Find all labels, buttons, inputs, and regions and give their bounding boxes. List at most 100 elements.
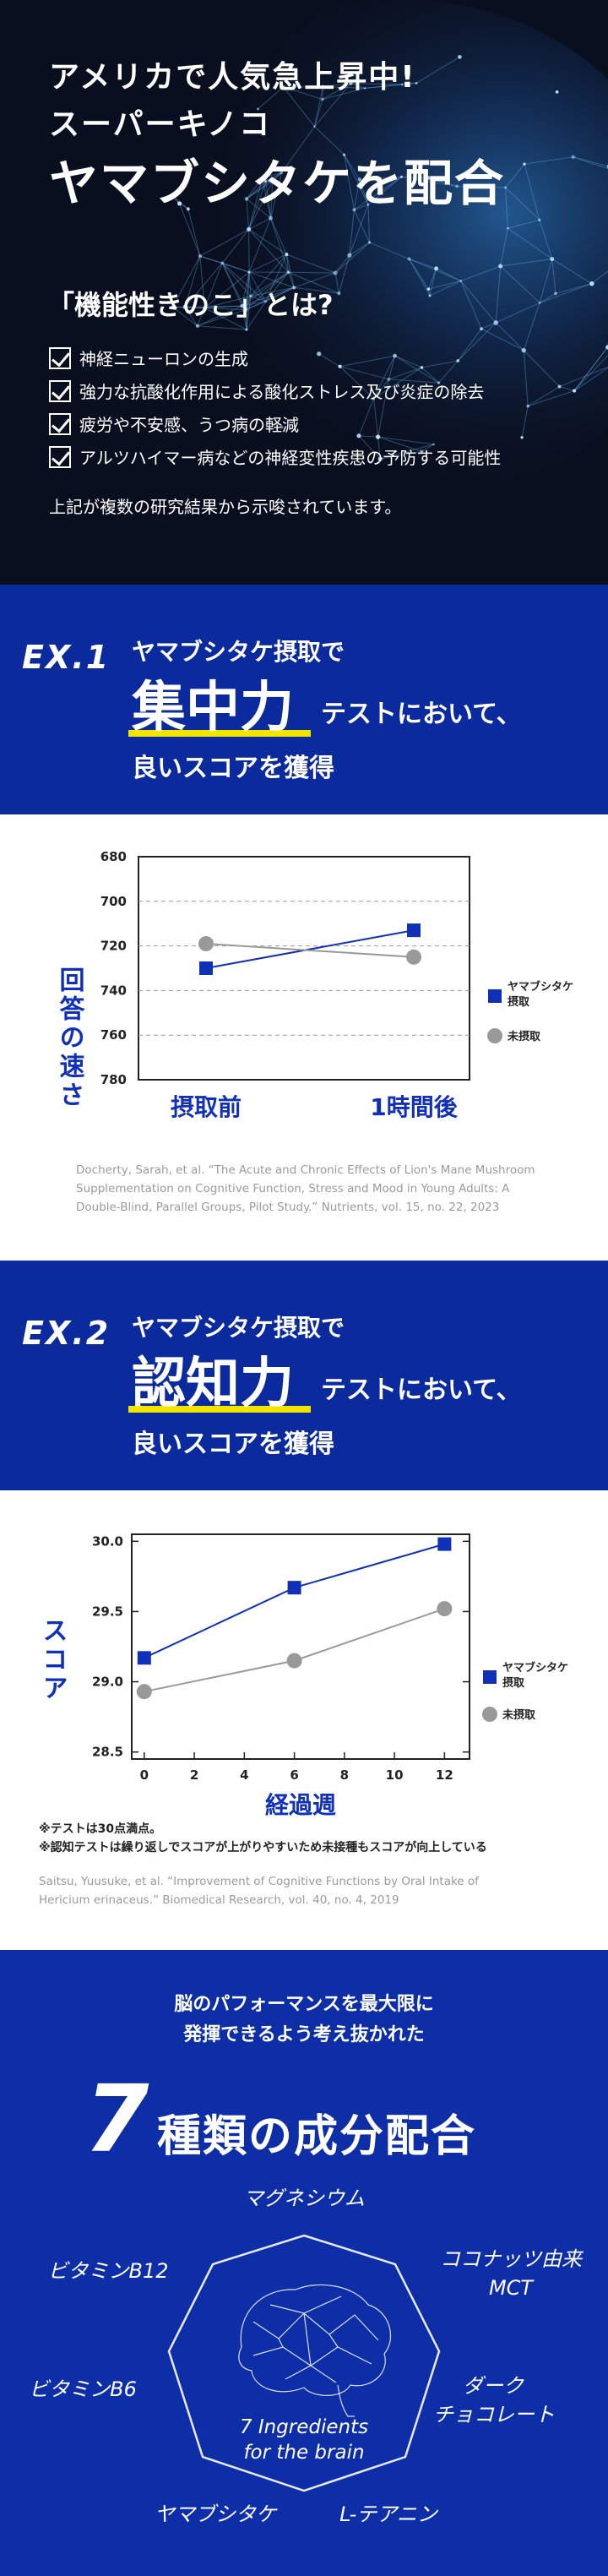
checkbox-icon [49, 413, 71, 435]
network-node [287, 270, 290, 274]
benefit-item: 疲労や不安感、うつ病の軽減 [49, 407, 501, 440]
y-tick-label: 740 [100, 983, 127, 998]
network-node [429, 295, 432, 297]
network-node [571, 155, 574, 159]
legend1-line2: 摂取 [508, 995, 530, 1009]
x-tick-label: 4 [240, 1767, 248, 1783]
series-line [206, 930, 414, 968]
data-point-circle [137, 1684, 152, 1699]
x-tick-label: 10 [386, 1767, 404, 1783]
network-node [347, 253, 351, 258]
network-node [550, 257, 554, 261]
network-node [557, 384, 561, 388]
plot-frame [132, 1534, 470, 1759]
ingredient-chocolate-line1: ダーク [434, 2372, 552, 2399]
hero-title-line3: ヤマブシタケを配合 [49, 149, 505, 218]
ingredient-coconut-line1: ココナッツ由来 [422, 2246, 600, 2273]
network-node [459, 280, 462, 282]
data-point-square [288, 1581, 301, 1594]
network-node [368, 242, 371, 244]
network-node [480, 327, 483, 330]
ingredient-yamabushitake: ヤマブシタケ [135, 2501, 296, 2528]
data-point-square [407, 923, 421, 937]
data-point-square [199, 961, 213, 975]
data-point-circle [287, 1653, 302, 1669]
note-line: ※テストは30点満点。 [39, 1820, 487, 1838]
legend-circle-marker [482, 1707, 497, 1722]
network-node [285, 253, 288, 256]
ingredient-coconut-line2: MCT [422, 2274, 600, 2301]
ingredient-magnesium: マグネシウム [228, 2185, 380, 2212]
center-line1: 7 Ingredients [203, 2415, 405, 2440]
benefit-text: 強力な抗酸化作用による酸化ストレス及び炎症の除去 [79, 379, 484, 403]
hero-section: アメリカで人気急上昇中! スーパーキノコ ヤマブシタケを配合 「機能性きのこ」と… [0, 0, 608, 585]
ex1-line1: ヤマブシタケ摂取で [132, 634, 345, 667]
chart1-ylabel: 回答の速さ [55, 967, 85, 1110]
chart2-ylabel: スコア [38, 1617, 68, 1703]
network-node [427, 287, 431, 291]
legend1-line1: ヤマブシタケ [502, 1661, 568, 1675]
ingredient-vitamin-b12: ビタミンB12 [41, 2257, 176, 2285]
benefit-item: 神経ニューロンの生成 [49, 341, 501, 374]
legend2-label: 未摂取 [502, 1708, 536, 1722]
citation-line: Double-Blind, Parallel Groups, Pilot Stu… [76, 1198, 583, 1217]
network-node [539, 302, 541, 304]
y-tick-label: 680 [100, 849, 127, 864]
chart2-citation: Saitsu, Yuusuke, et al. “Improvement of … [39, 1872, 546, 1909]
checkbox-icon [49, 380, 71, 402]
ex2-highlight: 認知力 [132, 1352, 294, 1416]
y-tick-label: 28.5 [92, 1745, 123, 1760]
ex1-band: EX.1 ヤマブシタケ摂取で 集中力 テストにおいて、 良いスコアを獲得 [0, 585, 608, 814]
ex1-highlight: 集中力 [132, 676, 294, 740]
network-node [498, 264, 502, 268]
benefit-text: 疲労や不安感、うつ病の軽減 [79, 411, 299, 436]
network-node [523, 162, 525, 165]
ex1-label: EX.1 [22, 639, 110, 676]
data-point-circle [198, 936, 214, 951]
network-node [526, 405, 529, 408]
ex1-rest: テストにおいて、 [321, 693, 522, 730]
network-node [538, 219, 540, 221]
network-node [520, 436, 523, 438]
ex2-band: EX.2 ヤマブシタケ摂取で 認知力 テストにおいて、 良いスコアを獲得 [0, 1261, 608, 1490]
ex2-line1: ヤマブシタケ摂取で [132, 1310, 345, 1343]
y-tick-label: 29.5 [92, 1604, 123, 1619]
ingredient-theanine: L-テアニン [321, 2501, 456, 2528]
citation-line: Docherty, Sarah, et al. “The Acute and C… [76, 1161, 583, 1179]
network-node [220, 261, 224, 264]
citation-line: Hericium erinaceus.” Biomedical Research… [39, 1891, 546, 1909]
network-node [507, 227, 509, 230]
x-category-label: 摂取前 [171, 1093, 242, 1121]
data-point-square [138, 1651, 151, 1664]
ex1-line3: 良いスコアを獲得 [132, 747, 334, 784]
brain-icon [239, 2285, 391, 2416]
y-tick-label: 700 [100, 894, 127, 909]
citation-line: Saitsu, Yuusuke, et al. “Improvement of … [39, 1872, 546, 1891]
network-node [337, 291, 340, 295]
network-node [589, 281, 594, 286]
network-node [247, 227, 251, 231]
network-node [333, 270, 337, 275]
benefit-list: 神経ニューロンの生成 強力な抗酸化作用による酸化ストレス及び炎症の除去 疲労や不… [49, 341, 501, 473]
x-category-label: 1時間後 [370, 1093, 458, 1121]
hero-title: アメリカで人気急上昇中! スーパーキノコ ヤマブシタケを配合 [49, 54, 505, 218]
network-node [407, 257, 410, 260]
network-node [556, 90, 559, 94]
ingredients-center-text: 7 Ingredients for the brain [203, 2415, 405, 2465]
y-tick-label: 30.0 [92, 1533, 123, 1549]
ex2-label: EX.2 [22, 1315, 110, 1352]
data-point-square [437, 1538, 451, 1551]
legend1-line1: ヤマブシタケ [508, 980, 573, 994]
hero-note: 上記が複数の研究結果から示唆されています。 [49, 493, 401, 518]
checkbox-icon [49, 347, 71, 369]
chart2-notes: ※テストは30点満点。 ※認知テストは繰り返しでスコアが上がりやすいため未接種も… [39, 1820, 487, 1857]
hero-title-line1: アメリカで人気急上昇中! [49, 54, 505, 101]
series-line [144, 1544, 445, 1658]
note-line: ※認知テストは繰り返しでスコアが上がりやすいため未接種もスコアが向上している [39, 1838, 487, 1857]
legend1-line2: 摂取 [502, 1676, 525, 1690]
ingredient-chocolate-line2: チョコレート [422, 2401, 566, 2428]
x-tick-label: 8 [340, 1767, 349, 1783]
